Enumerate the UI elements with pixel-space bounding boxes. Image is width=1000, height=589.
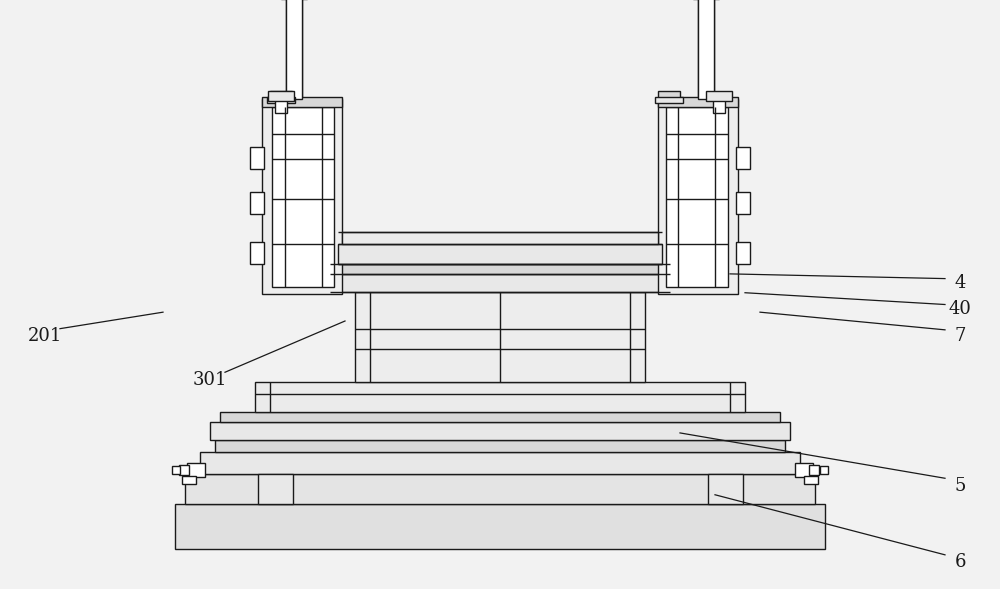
Text: 301: 301 [193,371,227,389]
Bar [736,147,750,169]
Bar [270,91,292,99]
Bar [698,0,714,99]
Bar [658,99,738,294]
Text: 40: 40 [949,300,971,318]
Text: 4: 4 [954,274,966,292]
Bar [795,463,813,477]
Bar [250,242,264,264]
Text: 5: 5 [954,477,966,495]
Bar [330,274,670,292]
Bar [175,504,825,549]
Bar [275,97,287,113]
Text: 6: 6 [954,554,966,571]
Bar [736,242,750,264]
Bar [187,463,205,477]
Bar [809,465,819,475]
Bar [736,192,750,214]
Bar [698,0,714,97]
Bar [658,91,680,99]
Bar [666,107,728,287]
Text: 7: 7 [954,327,966,345]
Bar [200,452,800,474]
Text: 201: 201 [28,327,62,345]
Bar [258,474,293,504]
Bar [250,192,264,214]
Bar [182,476,196,484]
Bar [179,465,189,475]
Bar [713,97,725,113]
Bar [262,97,342,107]
Bar [262,99,342,294]
Bar [820,466,828,474]
Bar [706,91,732,101]
Bar [267,97,295,103]
Bar [708,474,743,504]
Bar [342,232,658,244]
Bar [340,264,660,274]
Bar [268,91,294,101]
Bar [215,440,785,452]
Bar [220,412,780,422]
Bar [655,97,683,103]
Bar [172,466,180,474]
Bar [804,476,818,484]
Bar [210,422,790,440]
Bar [286,0,302,99]
Bar [286,0,302,97]
Bar [255,382,745,412]
Bar [338,244,662,264]
Bar [185,474,815,504]
Bar [250,147,264,169]
Bar [658,97,738,107]
Bar [355,292,645,382]
Bar [272,107,334,287]
